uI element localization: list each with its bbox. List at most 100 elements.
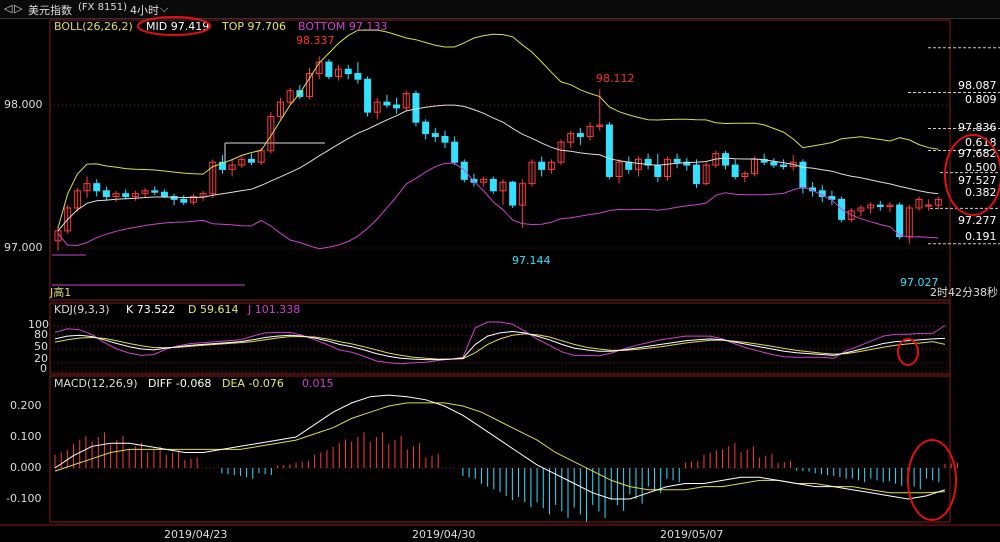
- candle-body: [451, 141, 459, 163]
- candle-body: [915, 198, 923, 209]
- x-label-2: 2019/05/07: [660, 528, 723, 541]
- candle-body: [518, 183, 526, 206]
- candle-body: [402, 93, 410, 109]
- macd-highlight-ellipse: [907, 439, 957, 521]
- price-tick-0: 98.000: [4, 98, 43, 111]
- x-label-0: 2019/04/23: [164, 528, 227, 541]
- high-label-2: 98.112: [596, 72, 635, 85]
- low-label-2: 97.027: [900, 276, 939, 289]
- candle-body: [596, 124, 604, 127]
- candles: [54, 56, 942, 251]
- candle-body: [325, 61, 333, 77]
- fib-ratio-4: 0.191: [965, 230, 997, 243]
- macd-value: 0.015: [302, 377, 334, 390]
- kdj-highlight-ellipse: [897, 338, 919, 366]
- candle-body: [151, 190, 159, 193]
- candle-body: [131, 193, 139, 198]
- kdj-d: D 59.614: [188, 303, 238, 316]
- candle-body: [170, 196, 178, 200]
- candle-body: [189, 196, 197, 203]
- candle-body: [393, 104, 401, 109]
- candle-body: [344, 68, 352, 75]
- mid-highlight-ellipse: [137, 16, 211, 36]
- candle-body: [373, 101, 381, 113]
- boll-top-line: [57, 29, 939, 229]
- candle-body: [480, 178, 488, 183]
- fib-price-3: 97.527: [958, 174, 997, 187]
- boll-mid-line: [57, 104, 939, 232]
- candle-body: [692, 164, 700, 185]
- period-selector[interactable]: 4小时: [130, 4, 159, 17]
- macd-diff: DIFF -0.068: [148, 377, 211, 390]
- macd-tick-0: 0.200: [10, 399, 42, 412]
- candle-body: [625, 161, 633, 170]
- candle-body: [277, 101, 284, 117]
- candle-body: [702, 164, 710, 185]
- candle-body: [876, 204, 884, 208]
- candle-body: [141, 190, 149, 195]
- candle-body: [83, 183, 91, 192]
- candle-body: [209, 161, 217, 195]
- candle-body: [499, 181, 507, 192]
- kdj-tick-4: 0: [40, 362, 47, 375]
- candle-body: [306, 73, 314, 97]
- candle-body: [886, 204, 894, 208]
- candle-body: [112, 193, 120, 198]
- candle-body: [654, 164, 662, 177]
- kdj-tick-1: 80: [34, 328, 48, 341]
- candle-body: [905, 207, 913, 238]
- candle-body: [567, 133, 575, 143]
- kdj-tick-0: 100: [28, 318, 49, 331]
- candle-body: [238, 158, 246, 166]
- fib-labels: 98.087 0.809 97.836 0.618 97.682 0.500 9…: [958, 79, 997, 243]
- candle-body: [509, 181, 517, 206]
- candle-body: [896, 204, 904, 238]
- candle-body: [634, 158, 642, 170]
- candle-body: [528, 161, 536, 185]
- candle-body: [847, 210, 855, 220]
- high-label-1: 98.337: [296, 34, 335, 47]
- candle-body: [934, 198, 942, 206]
- fib-price-4: 97.277: [958, 214, 997, 227]
- price-tick-1: 97.000: [4, 241, 43, 254]
- candle-body: [557, 141, 565, 163]
- candle-body: [412, 93, 420, 123]
- candle-body: [605, 124, 613, 177]
- macd-tick-2: 0.000: [10, 461, 42, 474]
- candle-body: [925, 204, 933, 207]
- kdj-tick-3: 20: [34, 352, 48, 365]
- candle-body: [228, 164, 236, 170]
- symbol-code: (FX 8151): [78, 2, 128, 13]
- candle-body: [354, 73, 362, 80]
- candle-body: [441, 135, 449, 143]
- candle-body: [770, 161, 778, 166]
- next-icon[interactable]: ▷: [14, 2, 23, 15]
- candle-body: [247, 158, 255, 163]
- boll-top: TOP 97.706: [221, 20, 286, 33]
- macd-tick-1: 0.100: [10, 430, 42, 443]
- prev-icon[interactable]: ◁: [4, 2, 13, 15]
- kdj-j: J 101.338: [247, 303, 300, 316]
- fib-highlight-ellipse: [944, 134, 1000, 216]
- candle-body: [383, 101, 391, 106]
- candle-body: [218, 161, 226, 170]
- fib-ratio-2: 0.500: [965, 161, 997, 174]
- candle-body: [731, 164, 739, 177]
- chevron-down-icon[interactable]: ⌵: [160, 2, 169, 15]
- candle-body: [576, 133, 584, 137]
- candle-body: [199, 193, 207, 198]
- fib-price-2: 97.682: [958, 147, 997, 160]
- macd-diff-line: [54, 394, 946, 500]
- candle-body: [741, 173, 749, 177]
- candle-body: [267, 115, 275, 152]
- candle-body: [422, 121, 430, 135]
- candle-body: [867, 204, 875, 209]
- kdj-lines: [50, 321, 950, 373]
- low-label-1: 97.144: [512, 254, 551, 267]
- macd-label: MACD(12,26,9): [54, 377, 138, 390]
- candle-body: [102, 190, 110, 198]
- boll-label: BOLL(26,26,2): [54, 20, 133, 33]
- left-corner-label: J高1: [49, 285, 71, 299]
